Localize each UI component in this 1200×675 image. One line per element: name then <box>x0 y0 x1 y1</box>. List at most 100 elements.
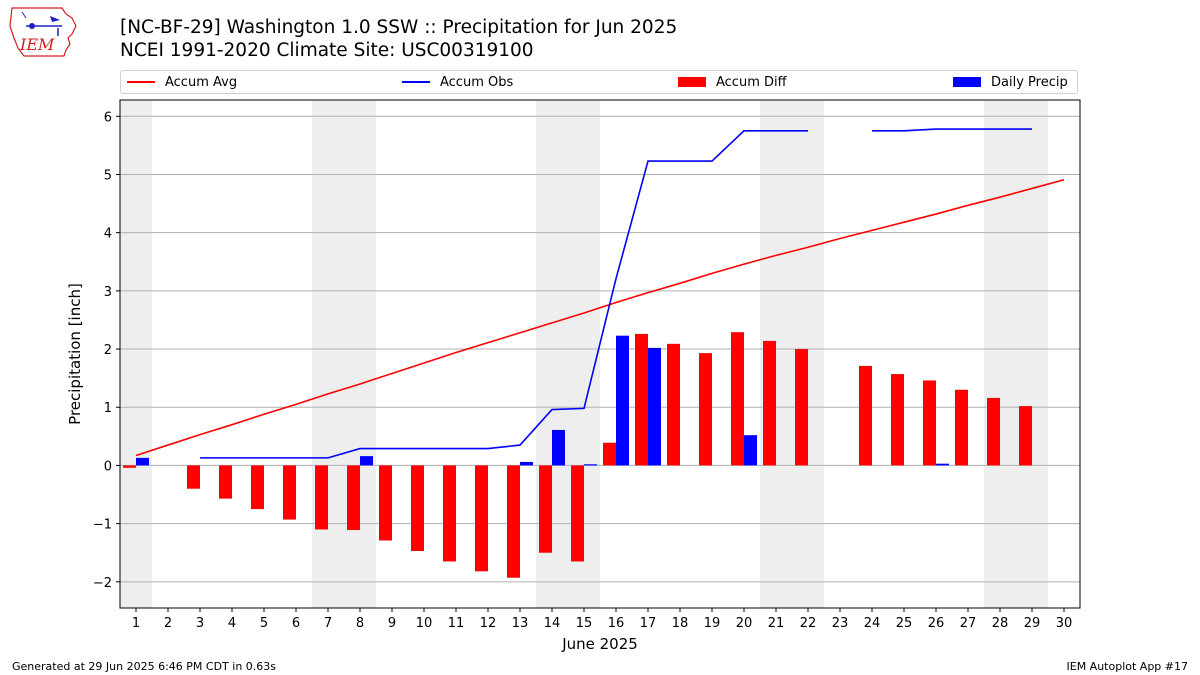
xtick-label: 4 <box>228 616 236 631</box>
bar-accum-diff <box>763 340 776 466</box>
footer-app: IEM Autoplot App #17 <box>1066 660 1189 673</box>
ytick-label: 3 <box>104 285 112 300</box>
bar-accum-diff <box>891 374 904 466</box>
xtick-label: 11 <box>448 616 465 631</box>
ytick-label: −1 <box>93 518 112 533</box>
line-accum-avg <box>135 178 1065 457</box>
xtick-label: 1 <box>132 616 140 631</box>
xtick-label: 7 <box>324 616 332 631</box>
xtick-label: 13 <box>512 616 529 631</box>
legend-swatch-accum-avg <box>127 81 155 83</box>
legend-label-accum-avg: Accum Avg <box>165 74 238 90</box>
bar-accum-diff <box>315 465 328 530</box>
bar-accum-diff <box>251 465 264 510</box>
legend-item-daily-precip: Daily Precip <box>953 71 1068 93</box>
xtick-label: 12 <box>480 616 497 631</box>
xtick-label: 28 <box>992 616 1009 631</box>
x-axis-label: June 2025 <box>561 635 638 653</box>
bar-accum-diff <box>603 442 616 466</box>
ytick-label: 6 <box>104 110 112 125</box>
bar-accum-diff <box>667 343 680 466</box>
bar-accum-diff <box>187 465 200 489</box>
bar-accum-diff <box>443 465 456 562</box>
bar-accum-diff <box>1019 406 1032 466</box>
legend-label-accum-diff: Accum Diff <box>716 74 787 90</box>
bar-accum-diff <box>859 365 872 466</box>
legend-item-accum-diff: Accum Diff <box>678 71 787 93</box>
bar-accum-diff <box>219 465 232 499</box>
xtick-label: 25 <box>896 616 913 631</box>
bar-accum-diff <box>379 465 392 541</box>
chart-legend: Accum Avg Accum Obs Accum Diff Daily Pre… <box>120 70 1078 94</box>
bar-daily-precip <box>552 429 565 466</box>
xtick-label: 10 <box>416 616 433 631</box>
xtick-label: 3 <box>196 616 204 631</box>
xtick-label: 30 <box>1056 616 1073 631</box>
plot-frame <box>119 99 1081 609</box>
xtick-label: 17 <box>640 616 657 631</box>
bar-accum-diff <box>987 397 1000 466</box>
line-accum-obs <box>200 130 808 459</box>
bar-daily-precip <box>744 435 757 466</box>
xtick-label: 15 <box>576 616 593 631</box>
bar-daily-precip <box>616 335 629 466</box>
bar-daily-precip <box>584 464 597 466</box>
logo-text: IEM <box>19 35 55 54</box>
xtick-label: 14 <box>544 616 561 631</box>
bar-accum-diff <box>635 333 648 466</box>
weekend-shade-1 <box>312 100 376 608</box>
chart-subtitle: NCEI 1991-2020 Climate Site: USC00319100 <box>120 40 534 61</box>
bar-daily-precip <box>648 347 661 466</box>
bar-daily-precip <box>360 456 373 466</box>
xtick-label: 8 <box>356 616 364 631</box>
bar-accum-diff <box>795 349 808 466</box>
bar-accum-diff <box>539 465 552 553</box>
iem-logo: IEM <box>6 4 82 60</box>
ytick-label: 5 <box>104 168 112 183</box>
bar-accum-diff <box>923 380 936 466</box>
xtick-label: 27 <box>960 616 977 631</box>
legend-swatch-accum-diff <box>678 77 706 87</box>
weekend-shade-4 <box>984 100 1048 608</box>
legend-item-accum-avg: Accum Avg <box>127 71 237 93</box>
legend-swatch-accum-obs <box>402 81 430 83</box>
line-accum-obs <box>872 128 1032 132</box>
legend-label-daily-precip: Daily Precip <box>991 74 1068 90</box>
bar-accum-diff <box>507 465 520 578</box>
xtick-label: 19 <box>704 616 721 631</box>
bar-accum-diff <box>731 332 744 466</box>
footer-generated: Generated at 29 Jun 2025 6:46 PM CDT in … <box>12 660 277 673</box>
bar-accum-diff <box>475 465 488 572</box>
legend-label-accum-obs: Accum Obs <box>440 74 514 90</box>
bar-accum-diff <box>955 389 968 466</box>
ytick-label: −2 <box>93 576 112 591</box>
bar-accum-diff <box>571 465 584 562</box>
xtick-label: 9 <box>388 616 396 631</box>
xtick-label: 20 <box>736 616 753 631</box>
xtick-label: 18 <box>672 616 689 631</box>
xtick-label: 6 <box>292 616 300 631</box>
y-axis-label: Precipitation [inch] <box>66 283 84 425</box>
ytick-label: 0 <box>104 459 112 474</box>
xtick-label: 22 <box>800 616 817 631</box>
ytick-label: 1 <box>104 401 112 416</box>
xtick-label: 23 <box>832 616 849 631</box>
bar-daily-precip <box>520 461 533 466</box>
bar-accum-diff <box>411 465 424 551</box>
xtick-label: 2 <box>164 616 172 631</box>
weekend-shade-0 <box>120 100 152 608</box>
legend-item-accum-obs: Accum Obs <box>402 71 513 93</box>
legend-swatch-daily-precip <box>953 77 981 87</box>
ytick-label: 4 <box>104 227 112 242</box>
bar-accum-diff <box>699 353 712 466</box>
bar-accum-diff <box>283 465 296 520</box>
chart-title: [NC-BF-29] Washington 1.0 SSW :: Precipi… <box>120 17 678 38</box>
bar-daily-precip <box>136 457 149 466</box>
xtick-label: 24 <box>864 616 881 631</box>
xtick-label: 29 <box>1024 616 1041 631</box>
bar-daily-precip <box>936 463 949 466</box>
ytick-label: 2 <box>104 343 112 358</box>
xtick-label: 21 <box>768 616 785 631</box>
xtick-label: 26 <box>928 616 945 631</box>
